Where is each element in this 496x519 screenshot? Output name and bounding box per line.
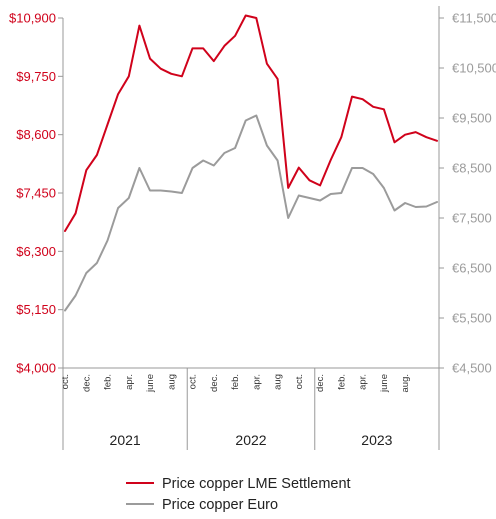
y-left-tick-label: $9,750 <box>16 69 56 84</box>
y-right-tick-label: €11,500 <box>452 11 496 26</box>
y-right-tick-label: €8,500 <box>452 161 492 176</box>
legend-label-euro: Price copper Euro <box>162 497 278 513</box>
y-right-tick-label: €9,500 <box>452 111 492 126</box>
ticks-layer: $4,000 $5,150 $6,300 $7,450 $8,600 $9,750 $10,… <box>9 11 496 449</box>
y-left-tick-label: $4,000 <box>16 361 56 376</box>
year-label: 2023 <box>361 432 392 448</box>
x-tick-label: apr. <box>251 374 262 390</box>
x-tick-label: apr. <box>124 374 135 390</box>
x-tick-label: oct. <box>188 374 199 389</box>
x-tick-label: june <box>145 374 156 393</box>
y-left-tick-label: $5,150 <box>16 302 56 317</box>
y-left-tick-label: $6,300 <box>16 244 56 259</box>
y-right-tick-label: €4,500 <box>452 361 492 376</box>
year-label: 2021 <box>110 432 141 448</box>
y-right-tick-label: €6,500 <box>452 261 492 276</box>
y-right-tick-label: €10,500 <box>452 61 496 76</box>
x-tick-label: dec. <box>81 374 92 392</box>
series-line-lme <box>64 14 438 232</box>
x-tick-label: feb. <box>230 374 241 390</box>
series-line-euro <box>64 114 438 312</box>
legend-label-lme: Price copper LME Settlement <box>162 476 351 492</box>
y-left-tick-label: $7,450 <box>16 186 56 201</box>
year-label: 2022 <box>235 432 266 448</box>
x-tick-label: dec. <box>315 374 326 392</box>
x-tick-label: aug <box>273 374 284 390</box>
y-left-tick-label: $8,600 <box>16 127 56 142</box>
y-right-tick-label: €5,500 <box>452 311 492 326</box>
x-tick-label: feb. <box>336 374 347 390</box>
x-tick-label: dec. <box>209 374 220 392</box>
x-tick-label: oct. <box>60 374 71 389</box>
x-tick-label: june <box>379 374 390 393</box>
x-tick-label: aug. <box>400 374 411 393</box>
y-right-tick-label: €7,500 <box>452 211 492 226</box>
y-left-tick-label: $10,900 <box>9 11 56 26</box>
x-tick-label: apr. <box>358 374 369 390</box>
x-tick-label: oct. <box>294 374 305 389</box>
x-tick-label: aug <box>166 374 177 390</box>
legend: Price copper LME Settlement Price copper… <box>126 476 351 513</box>
series-layer <box>64 14 438 312</box>
x-tick-label: feb. <box>103 374 114 390</box>
